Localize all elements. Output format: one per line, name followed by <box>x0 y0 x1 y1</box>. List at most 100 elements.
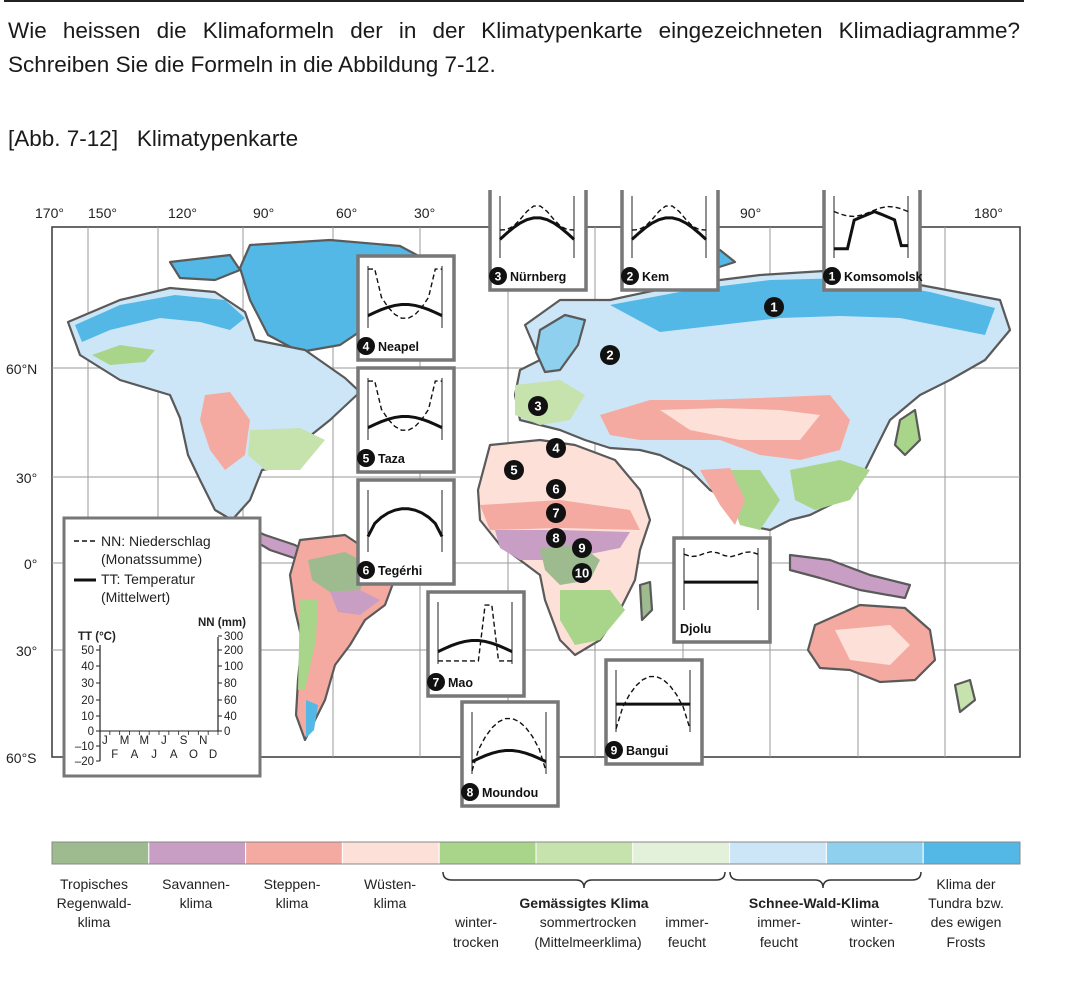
climate-swatch <box>535 841 634 865</box>
svg-text:1: 1 <box>829 270 836 284</box>
climate-diagram: 5 Taza <box>356 366 456 474</box>
diagram-station-name: Taza <box>378 452 406 466</box>
climate-swatch <box>51 841 150 865</box>
tt-tick: 0 <box>88 726 94 738</box>
climate-diagram: 2 Kem <box>620 190 720 292</box>
top-rule <box>4 0 1024 2</box>
nn-tick: 60 <box>224 695 237 707</box>
climate-diagram: 1 Komsomolsk <box>822 190 923 292</box>
svg-text:klima: klima <box>276 895 309 911</box>
svg-text:winter-: winter- <box>454 914 497 930</box>
lat-label: 60°N <box>6 361 37 377</box>
svg-text:2: 2 <box>627 270 634 284</box>
month-label: A <box>131 749 139 761</box>
asia-desert <box>660 408 820 440</box>
lat-label: 0° <box>24 556 37 572</box>
japan <box>893 408 922 457</box>
africa-south <box>560 590 625 645</box>
diagram-station-name: Moundou <box>482 786 538 800</box>
map-marker: 7 <box>546 503 566 523</box>
madagascar <box>638 580 654 622</box>
svg-text:3: 3 <box>495 270 502 284</box>
temperate-title: Gemässigtes Klima <box>519 895 648 911</box>
tt-tick: –20 <box>75 756 94 768</box>
svg-text:Steppen-: Steppen- <box>264 876 321 892</box>
map-marker: 6 <box>546 479 566 499</box>
svg-text:3: 3 <box>534 399 541 414</box>
diagram-station-name: Bangui <box>626 744 668 758</box>
figure-caption: [Abb. 7-12] Klimatypenkarte <box>8 126 299 151</box>
lat-label: 30° <box>16 470 37 486</box>
month-label: S <box>180 735 188 747</box>
continents <box>66 238 1012 742</box>
climate-swatch <box>438 841 537 865</box>
temperature-line <box>367 303 443 317</box>
climate-swatch <box>632 841 731 865</box>
climate-swatch <box>341 841 440 865</box>
month-label: J <box>102 735 108 747</box>
svg-text:4: 4 <box>363 340 370 354</box>
precipitation-line <box>471 717 547 772</box>
month-label: A <box>170 749 178 761</box>
svg-text:10: 10 <box>575 566 589 581</box>
svg-text:des ewigen: des ewigen <box>931 914 1002 930</box>
svg-text:Klima der: Klima der <box>936 876 995 892</box>
nn-tick: 80 <box>224 678 237 690</box>
climate-swatch <box>825 841 924 865</box>
svg-text:winter-: winter- <box>850 914 893 930</box>
lat-label: 60°S <box>6 750 37 766</box>
climate-diagram: 8 Moundou <box>460 700 560 808</box>
map-marker: 5 <box>504 460 524 480</box>
lon-label: 150° <box>88 205 117 221</box>
climate-diagram: 7 Mao <box>426 590 526 698</box>
svg-text:feucht: feucht <box>668 934 706 950</box>
tt-tick: 40 <box>81 661 94 673</box>
diagram-station-name: Neapel <box>378 340 419 354</box>
temperature-line <box>498 216 576 241</box>
longitude-labels: 170° 150° 120° 90° 60° 30° 90° 180° <box>35 205 1003 221</box>
tt-label-2: (Mittelwert) <box>101 589 170 605</box>
climate-diagram: Djolu <box>672 536 772 644</box>
map-marker: 10 <box>572 563 592 583</box>
month-label: M <box>120 735 130 747</box>
svg-text:trocken: trocken <box>453 934 499 950</box>
diagram-station-name: Komsomolsk <box>844 270 923 284</box>
month-label: J <box>161 735 167 747</box>
climate-swatch <box>148 841 247 865</box>
month-label: O <box>189 749 198 761</box>
tt-tick: 30 <box>81 678 94 690</box>
svg-text:9: 9 <box>611 744 618 758</box>
svg-text:feucht: feucht <box>760 934 798 950</box>
asia-tundra <box>610 278 995 335</box>
sa-savanna <box>330 590 380 615</box>
asia-east <box>790 460 870 510</box>
nn-tick: 200 <box>224 645 243 657</box>
svg-text:klima: klima <box>374 895 407 911</box>
diagram-station-name: Tegérhi <box>378 564 422 578</box>
precipitation-line <box>683 551 759 558</box>
svg-text:6: 6 <box>552 482 559 497</box>
lon-label: 180° <box>974 205 1003 221</box>
na-green <box>92 345 155 365</box>
lon-label: 120° <box>168 205 197 221</box>
svg-text:7: 7 <box>552 506 559 521</box>
nn-unit: NN (mm) <box>198 617 246 629</box>
lon-label: 170° <box>35 205 64 221</box>
new-zealand <box>953 678 977 714</box>
lon-label: 60° <box>336 205 357 221</box>
climate-diagram: 3 Nürnberg <box>488 190 588 292</box>
tt-label-1: TT: Temperatur <box>101 571 195 587</box>
precipitation-line <box>368 380 442 431</box>
map-markers: 1 2 3 4 5 6 7 8 9 10 <box>504 297 784 583</box>
nn-tick: 300 <box>224 631 243 643</box>
svg-text:8: 8 <box>467 786 474 800</box>
sa-west <box>298 600 318 690</box>
arctic-islands <box>168 253 242 282</box>
diagram-station-name: Mao <box>448 676 473 690</box>
map-marker: 2 <box>600 345 620 365</box>
map-marker: 4 <box>546 438 566 458</box>
climate-legend-labels: Tropisches Regenwald- klima Savannen- kl… <box>57 871 1004 950</box>
tt-tick: 20 <box>81 695 94 707</box>
temperature-line <box>834 210 908 251</box>
svg-text:5: 5 <box>363 452 370 466</box>
